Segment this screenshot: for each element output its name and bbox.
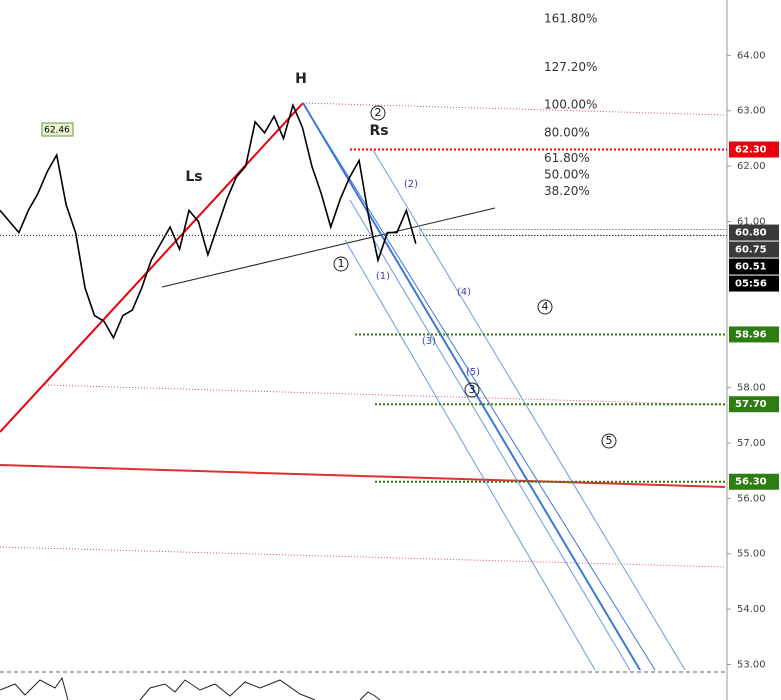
- sub-wave-label: (4): [457, 287, 471, 298]
- pattern-label: Ls: [185, 169, 202, 185]
- y-tick-label: 57.00: [737, 438, 766, 449]
- price-tag: [729, 326, 779, 343]
- price-tag: [729, 241, 779, 258]
- wave-label: 1: [338, 257, 345, 270]
- fib-label: 38.20%: [544, 184, 590, 198]
- countdown-box: [729, 275, 779, 292]
- wave-markers: [333, 105, 617, 449]
- price-tag-label: 62.30: [735, 145, 767, 156]
- y-tick-label: 56.00: [737, 493, 766, 504]
- fib-label: 61.80%: [544, 151, 590, 165]
- fib-label: 127.20%: [544, 60, 597, 74]
- y-tick-label: 62.00: [737, 161, 766, 172]
- price-tag-label: 60.80: [735, 228, 767, 239]
- wave-label: 5: [606, 434, 613, 447]
- price-tag-label: 60.51: [735, 262, 767, 273]
- y-tick-label: 61.00: [737, 216, 766, 227]
- price-tag-label: 58.96: [735, 329, 767, 340]
- price-tag: [729, 141, 779, 158]
- price-tag-label: 57.70: [735, 399, 767, 410]
- y-tick-label: 55.00: [737, 549, 766, 560]
- price-tag-label: 56.30: [735, 477, 767, 488]
- price-tag: [729, 258, 779, 275]
- pattern-label: Rs: [369, 123, 388, 139]
- price-line: [0, 102, 417, 340]
- price-tag: [729, 396, 779, 413]
- wave-label: 3: [469, 383, 476, 396]
- pattern-label: H: [295, 71, 307, 87]
- fib-label: 50.00%: [544, 167, 590, 181]
- y-tick-label: 54.00: [737, 604, 766, 615]
- price-tag-label: 60.75: [735, 245, 767, 256]
- sub-wave-label: (5): [466, 367, 480, 378]
- sub-wave-label: (3): [422, 336, 436, 347]
- wave-label: 4: [542, 300, 549, 313]
- drawings: [0, 0, 728, 700]
- sub-wave-label: (1): [376, 271, 390, 282]
- fib-label: 80.00%: [544, 126, 590, 140]
- y-tick-label: 63.00: [737, 106, 766, 117]
- countdown: 05:56: [735, 279, 767, 290]
- fib-label: 161.80%: [544, 11, 597, 25]
- fib-label: 100.00%: [544, 98, 597, 112]
- y-tick-label: 64.00: [737, 50, 766, 61]
- sub-wave-label: (2): [404, 179, 418, 190]
- peak-label: 62.46: [44, 126, 70, 136]
- price-tag: [729, 224, 779, 241]
- peak-label-box: [41, 122, 74, 137]
- y-tick-label: 53.00: [737, 659, 766, 670]
- y-tick-label: 58.00: [737, 383, 766, 394]
- wave-label: 2: [375, 106, 382, 119]
- price-tag: [729, 473, 779, 490]
- price-band: [419, 229, 728, 237]
